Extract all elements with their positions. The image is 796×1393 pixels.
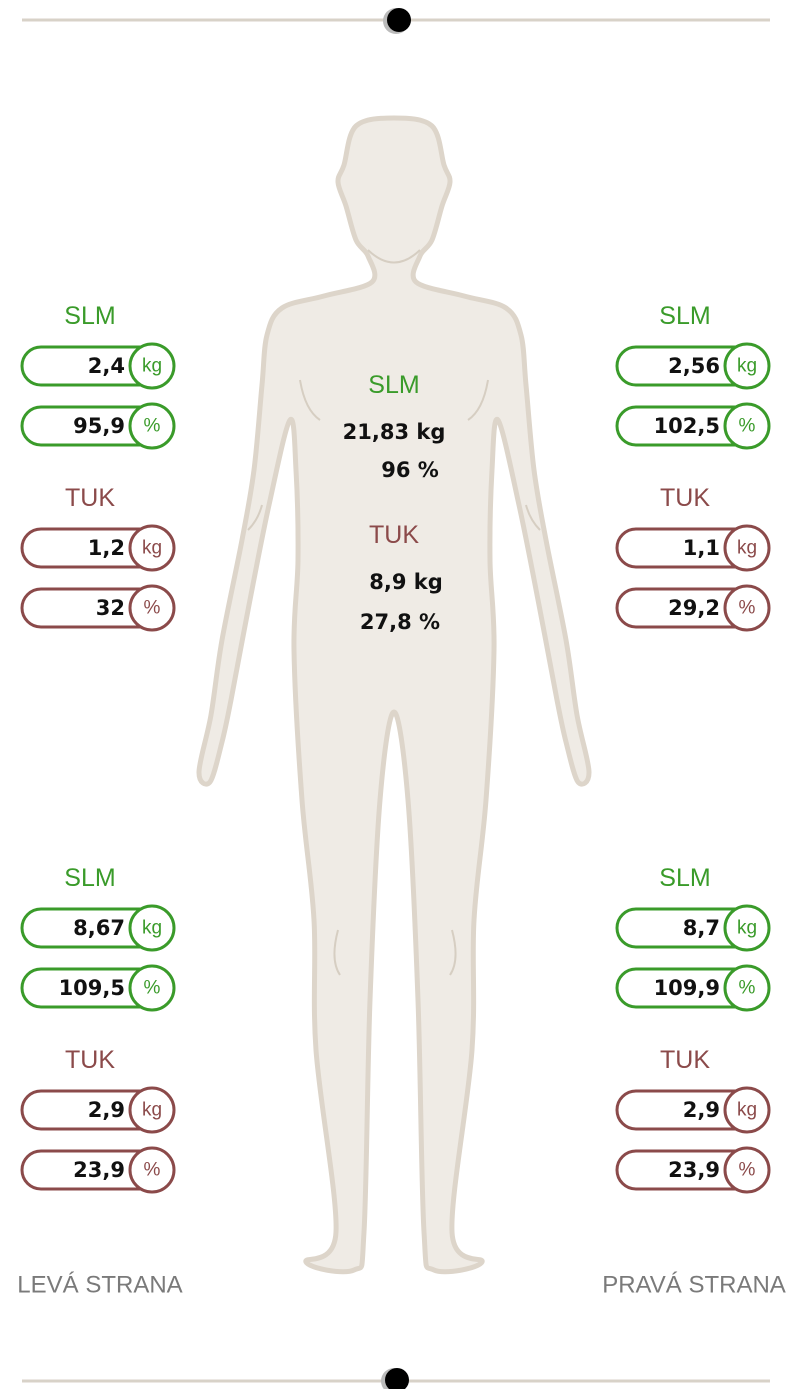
value: 2,9 (683, 1098, 720, 1122)
value: 95,9 (73, 414, 125, 438)
unit-bubble (128, 584, 176, 632)
value: 29,2 (668, 596, 720, 620)
tuk-label: TUK (65, 1046, 115, 1074)
unit-bubble (723, 904, 771, 952)
value: 8,7 (683, 916, 720, 940)
value: 23,9 (668, 1158, 720, 1182)
value: 32 (96, 596, 125, 620)
slm-label: SLM (64, 302, 115, 330)
unit: kg (737, 538, 757, 559)
unit: kg (142, 918, 162, 939)
value: 2,4 (88, 354, 125, 378)
unit: kg (142, 1100, 162, 1121)
trunk-tuk-kg: 8,9 kg (369, 570, 443, 594)
slm-label: SLM (64, 864, 115, 892)
unit: kg (737, 356, 757, 377)
value: 109,9 (654, 976, 720, 1000)
value: 1,2 (88, 536, 125, 560)
value: 1,1 (683, 536, 720, 560)
trunk-slm-label: SLM (368, 371, 419, 399)
unit-bubble (128, 1146, 176, 1194)
unit-bubble (128, 524, 176, 572)
unit-bubble (723, 524, 771, 572)
unit-bubble (723, 342, 771, 390)
unit: kg (737, 918, 757, 939)
unit: % (739, 598, 756, 619)
slm-label: SLM (659, 302, 710, 330)
unit-bubble (723, 964, 771, 1012)
value: 2,9 (88, 1098, 125, 1122)
unit: kg (142, 356, 162, 377)
trunk-slm-pct: 96 % (381, 458, 439, 482)
value: 102,5 (654, 414, 720, 438)
trunk-tuk-pct: 27,8 % (360, 610, 440, 634)
unit-bubble (723, 402, 771, 450)
body-silhouette (196, 115, 592, 1275)
tuk-label: TUK (65, 484, 115, 512)
slm-label: SLM (659, 864, 710, 892)
slider-knob[interactable] (385, 1368, 409, 1392)
value: 2,56 (668, 354, 720, 378)
unit: % (739, 1160, 756, 1181)
unit-bubble (723, 1146, 771, 1194)
unit: kg (737, 1100, 757, 1121)
unit: % (144, 1160, 161, 1181)
unit-bubble (128, 402, 176, 450)
unit: % (739, 978, 756, 999)
value: 109,5 (59, 976, 125, 1000)
unit-bubble (128, 904, 176, 952)
trunk-slm-kg: 21,83 kg (343, 420, 446, 444)
value: 23,9 (73, 1158, 125, 1182)
tuk-label: TUK (660, 484, 710, 512)
unit-bubble (723, 584, 771, 632)
body-details (247, 249, 541, 976)
tuk-label: TUK (660, 1046, 710, 1074)
unit: % (144, 416, 161, 437)
unit-bubble (128, 342, 176, 390)
side-label: PRAVÁ STRANA (602, 1272, 786, 1299)
unit-bubble (128, 1086, 176, 1134)
unit: % (144, 978, 161, 999)
unit: % (144, 598, 161, 619)
unit-bubble (128, 964, 176, 1012)
value: 8,67 (73, 916, 125, 940)
unit: kg (142, 538, 162, 559)
side-label: LEVÁ STRANA (17, 1272, 182, 1299)
slider-knob[interactable] (387, 8, 411, 32)
trunk-tuk-label: TUK (369, 521, 419, 549)
unit: % (739, 416, 756, 437)
unit-bubble (723, 1086, 771, 1134)
